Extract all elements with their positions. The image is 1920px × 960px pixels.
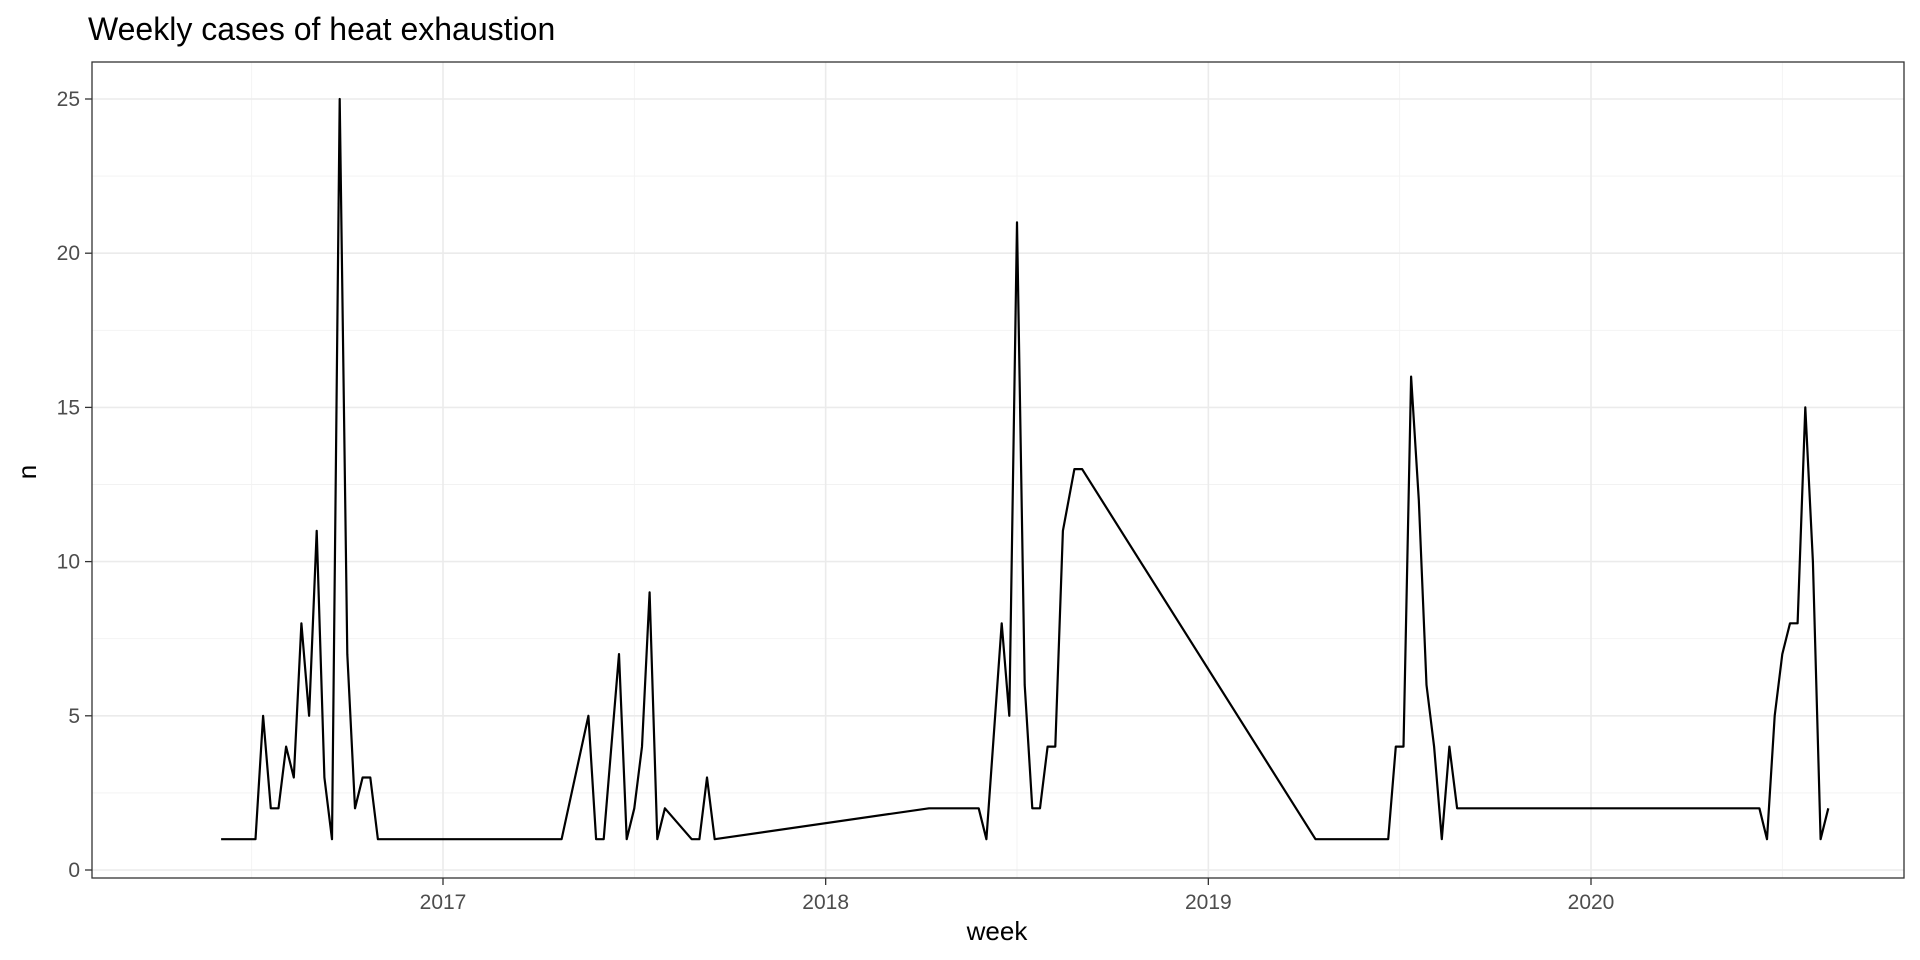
major-gridlines: [92, 62, 1904, 878]
series-line-weekly-cases: [221, 97, 1830, 841]
y-tick-label-20: 20: [57, 242, 80, 265]
y-axis: 0 5 10 15 20 25: [57, 88, 92, 882]
y-tick-label-15: 15: [57, 396, 80, 419]
y-axis-title: n: [12, 465, 42, 479]
x-tick-label-2017: 2017: [420, 891, 467, 914]
x-tick-label-2018: 2018: [802, 891, 849, 914]
x-tick-label-2019: 2019: [1185, 891, 1232, 914]
y-tick-label-10: 10: [57, 551, 80, 574]
y-tick-label-5: 5: [68, 705, 80, 728]
minor-gridlines: [92, 62, 1904, 878]
plot-panel-border: [91, 61, 1905, 879]
x-tick-label-2020: 2020: [1568, 891, 1615, 914]
chart-title: Weekly cases of heat exhaustion: [88, 11, 555, 47]
y-tick-label-0: 0: [68, 859, 80, 882]
y-tick-label-25: 25: [57, 88, 80, 111]
x-axis: 2017 2018 2019 2020: [420, 878, 1615, 914]
x-axis-title: week: [966, 916, 1029, 946]
